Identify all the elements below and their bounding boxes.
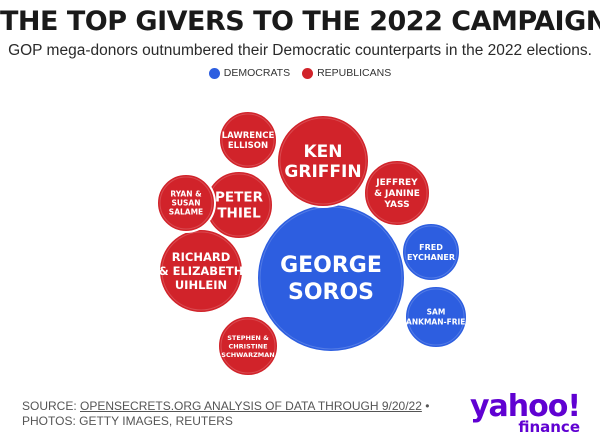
source-line: SOURCE: OPENSECRETS.ORG ANALYSIS OF DATA…: [22, 399, 429, 414]
chart-subtitle: GOP mega-donors outnumbered their Democr…: [8, 42, 592, 59]
bubble-label-yass-0: JEFFREY: [375, 178, 418, 188]
bubble-label-soros-0: GEORGE: [280, 253, 382, 278]
bubble-label-bankman-1: BANKMAN-FRIED: [400, 318, 471, 327]
logo-sub: finance: [518, 418, 580, 436]
bubble-photo-area-uihlein: [161, 231, 241, 311]
bubble-label-uihlein-1: & ELIZABETH: [159, 264, 244, 278]
bubble-label-salame-2: SALAME: [169, 208, 203, 217]
bubble-label-yass-2: YASS: [383, 200, 409, 210]
bubble-label-yass-1: & JANINE: [374, 189, 420, 199]
bubble-label-eychaner-0: FRED: [419, 243, 443, 252]
bubble-label-schwarzman-1: CHRISTINE: [228, 342, 267, 350]
bubble-label-schwarzman-2: SCHWARZMAN: [221, 351, 274, 359]
legend-item-democrats: DEMOCRATS: [208, 67, 291, 79]
source-link[interactable]: OPENSECRETS.ORG ANALYSIS OF DATA THROUGH…: [80, 399, 422, 413]
bubble-circle-yass: [363, 159, 431, 227]
bubble-photo-area-ellison: [221, 113, 275, 167]
bubble-label-ellison-0: LAWRENCE: [222, 131, 275, 141]
photo-credits: PHOTOS: GETTY IMAGES, REUTERS: [22, 414, 233, 428]
bubble-photo-area-eychaner: [404, 225, 458, 279]
yahoo-finance-logo: yahoo! finance: [469, 389, 581, 436]
bubble-label-soros-1: SOROS: [288, 280, 374, 305]
bubble-photo-area-yass: [366, 162, 428, 224]
bubble-photo-area-bankman: [407, 288, 465, 346]
bubble-circle-ellison: [218, 110, 278, 170]
bubble-label-bankman-0: SAM: [427, 308, 446, 317]
bubble-circle-bankman: [404, 285, 468, 349]
bubble-photo-area-schwarzman: [220, 318, 276, 374]
legend: DEMOCRATS REPUBLICANS: [0, 67, 600, 79]
bubble-label-salame-0: RYAN &: [170, 190, 202, 199]
bubble-label-ellison-1: ELLISON: [228, 141, 268, 151]
bubble-label-uihlein-2: UIHLEIN: [175, 278, 227, 292]
bubble-circle-uihlein: [158, 228, 244, 314]
bubble-photo-area-salame: [159, 176, 213, 230]
source-prefix: SOURCE:: [22, 399, 81, 413]
bubble-label-griffin-0: KEN: [303, 142, 342, 162]
source-suffix: •: [421, 399, 430, 413]
bubble-label-eychaner-1: EYCHANER: [407, 253, 455, 262]
bubble-label-uihlein-0: RICHARD: [172, 250, 231, 264]
bubble-circle-salame: [156, 173, 216, 233]
legend-label-republicans: REPUBLICANS: [317, 67, 392, 79]
bubble-label-schwarzman-0: STEPHEN &: [227, 334, 269, 342]
bubble-label-griffin-1: GRIFFIN: [284, 162, 361, 182]
legend-label-democrats: DEMOCRATS: [223, 67, 291, 79]
republican-dot-icon: [302, 67, 314, 79]
bubble-circle-griffin: [276, 114, 370, 208]
source-note: SOURCE: OPENSECRETS.ORG ANALYSIS OF DATA…: [22, 399, 429, 429]
bubble-circle-schwarzman: [217, 315, 279, 377]
bubble-label-thiel-0: PETER: [215, 190, 264, 206]
bubble-label-salame-1: SUSAN: [172, 199, 201, 208]
legend-item-republicans: REPUBLICANS: [302, 67, 391, 79]
democrat-dot-icon: [208, 67, 220, 79]
chart-title: THE TOP GIVERS TO THE 2022 CAMPAIGN: [0, 6, 600, 37]
bubble-label-thiel-1: THIEL: [217, 206, 261, 222]
bubble-photo-area-griffin: [279, 117, 367, 205]
bubble-circle-eychaner: [401, 222, 461, 282]
logo-main: yahoo!: [469, 389, 581, 424]
